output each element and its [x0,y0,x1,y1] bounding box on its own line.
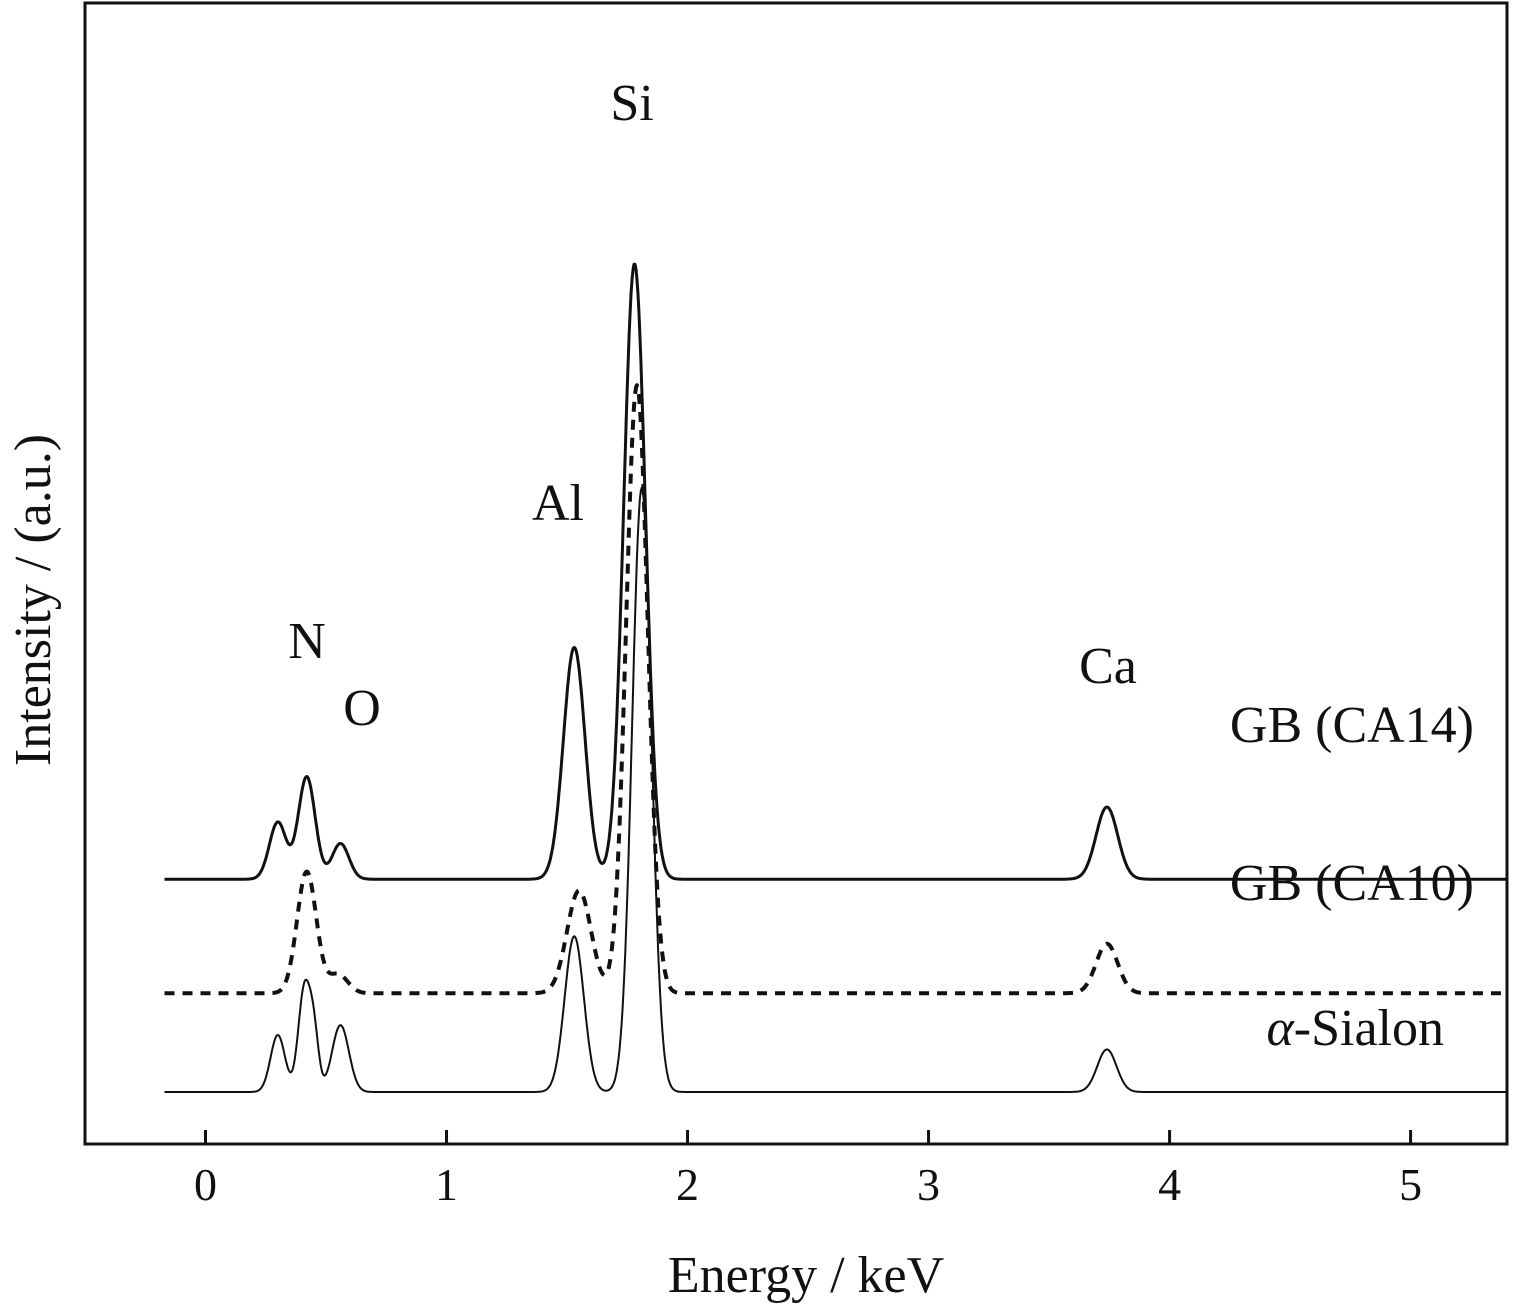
plot-frame [83,1,1509,1146]
x-tick-label: 3 [917,1159,940,1210]
y-axis-title: Intensity / (a.u.) [5,434,62,766]
series-label-text: GB (CA14) [1230,697,1474,754]
x-tick-label: 2 [676,1159,699,1210]
series-label-prefix: α [1266,1000,1295,1057]
peak-label: Al [532,475,584,532]
peak-label: O [343,680,381,737]
peak-labels: NO Al Si Ca [288,75,1137,737]
series-label: α-Sialon [1266,1000,1444,1057]
series-label-text: -Sialon [1294,1000,1444,1057]
series-labels: GB (CA14) GB (CA10) α-Sialon [1230,697,1474,1057]
series-label-text: GB (CA10) [1230,855,1474,912]
series-label: GB (CA10) [1230,855,1474,912]
x-axis-title: Energy / keV [668,1247,944,1304]
series-group [163,262,1508,1093]
series-label: GB (CA14) [1230,697,1474,754]
x-tick-label: 5 [1399,1159,1422,1210]
x-tick-label: 1 [435,1159,458,1210]
series-line [164,486,1507,1093]
peak-label: Ca [1079,638,1137,695]
x-tick-label: 4 [1158,1159,1181,1210]
peak-label: N [288,613,326,670]
x-tick-label: 0 [194,1159,217,1210]
series-line [164,262,1508,881]
peak-label: Si [610,75,653,132]
series-line [163,383,1508,996]
x-axis-ticks: 0 1 2 3 4 5 [194,1130,1422,1210]
